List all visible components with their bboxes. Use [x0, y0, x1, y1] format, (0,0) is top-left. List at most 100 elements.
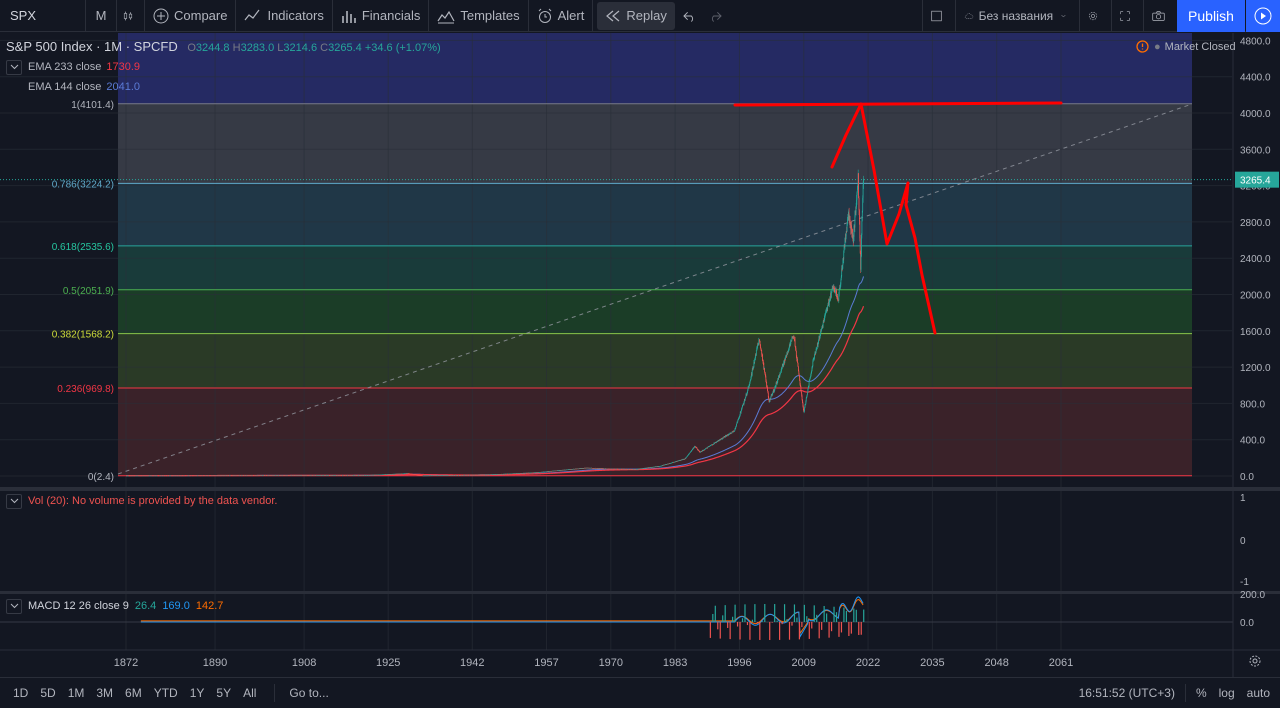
candle-body [762, 354, 763, 361]
auto-scale-toggle[interactable]: auto [1246, 686, 1270, 700]
candle-body [731, 433, 733, 434]
templates-button[interactable]: Templates [429, 0, 529, 32]
candle-body [485, 474, 487, 476]
candle-body [154, 475, 156, 477]
candle-body [660, 465, 662, 467]
candle-body [318, 475, 319, 476]
trend-line [117, 103, 1193, 475]
compare-button[interactable]: Compare [145, 0, 237, 32]
financials-button[interactable]: Financials [333, 0, 430, 32]
ema233-legend[interactable]: EMA 233 close 1730.9 [6, 59, 140, 75]
candle-body [421, 475, 423, 476]
candle-body [738, 417, 740, 420]
candle-body [610, 468, 612, 470]
collapse-legend-button[interactable] [6, 59, 22, 75]
replay-button[interactable]: Replay [597, 1, 675, 30]
settings-button[interactable] [1080, 0, 1112, 32]
candle-body [678, 460, 680, 461]
range-button-3m[interactable]: 3M [96, 686, 114, 700]
candle-body [694, 446, 696, 447]
candle-body [832, 288, 834, 290]
range-button-all[interactable]: All [243, 686, 257, 700]
ema144-legend[interactable]: EMA 144 close 2041.0 [28, 79, 140, 95]
candle-body [249, 475, 251, 476]
candle-body [575, 468, 577, 470]
candle-body [572, 468, 574, 470]
chart-type-button[interactable] [117, 0, 145, 32]
candle-body [344, 475, 345, 476]
collapse-volume-button[interactable] [6, 493, 22, 509]
candle-body [516, 473, 518, 474]
candle-body [773, 391, 775, 393]
candle-body [412, 473, 414, 475]
layout-name-button[interactable]: Без названия [956, 0, 1080, 32]
range-button-1m[interactable]: 1M [67, 686, 85, 700]
candle-body [619, 469, 620, 470]
layout-select-button[interactable] [922, 0, 956, 32]
range-button-1y[interactable]: 1Y [189, 686, 205, 700]
candle-body [159, 475, 161, 477]
candle-body [506, 473, 507, 475]
candle-body [743, 401, 745, 405]
range-button-1d[interactable]: 1D [13, 686, 29, 700]
candle-body [210, 475, 212, 477]
candle-body [242, 475, 244, 477]
range-button-5y[interactable]: 5Y [216, 686, 232, 700]
snapshot-button[interactable] [1144, 0, 1178, 32]
candle-body [354, 475, 356, 476]
range-button-6m[interactable]: 6M [125, 686, 142, 700]
candle-body [402, 473, 404, 475]
indicators-button[interactable]: Indicators [236, 0, 333, 32]
goto-button[interactable]: Go to... [274, 684, 329, 702]
fullscreen-button[interactable] [1112, 0, 1144, 32]
candle-body [555, 470, 557, 472]
candle-body [722, 437, 723, 439]
candle-body [810, 374, 812, 378]
candle-body [477, 474, 479, 476]
redo-button[interactable] [705, 0, 731, 32]
candle-body [389, 474, 390, 475]
candle-body [491, 474, 493, 476]
collapse-macd-button[interactable] [6, 598, 22, 614]
symbol-search-button[interactable]: SPX [0, 0, 86, 32]
candle-body [196, 475, 197, 477]
candle-body [743, 399, 745, 402]
play-button[interactable] [1246, 0, 1280, 32]
alert-button[interactable]: Alert [529, 0, 594, 32]
macd-histogram-bar [729, 622, 731, 640]
candle-body [311, 475, 313, 476]
macd-legend[interactable]: MACD 12 26 close 9 26.4 169.0 142.7 [6, 598, 223, 614]
macd-histogram-bar [751, 619, 754, 622]
candle-body [277, 475, 279, 476]
candle-body [468, 474, 470, 476]
chart-canvas[interactable]: 1(4101.4)0.786(3224.2)0.618(2535.6)0.5(2… [0, 33, 1280, 677]
range-button-ytd[interactable]: YTD [153, 686, 178, 700]
candle-body [572, 468, 574, 470]
candle-body [487, 474, 489, 476]
clock-display[interactable]: 16:51:52 (UTC+3) [1078, 686, 1175, 700]
publish-button[interactable]: Publish [1177, 0, 1245, 32]
percent-scale-toggle[interactable]: % [1195, 686, 1207, 700]
candle-body [622, 468, 624, 470]
undo-button[interactable] [679, 0, 705, 32]
candle-body [196, 475, 198, 477]
volume-tick-label: 1 [1240, 493, 1246, 504]
interval-button[interactable]: M [86, 0, 117, 32]
candle-body [473, 474, 475, 476]
axis-settings-icon[interactable] [1249, 655, 1261, 667]
volume-legend[interactable]: Vol (20): No volume is provided by the d… [6, 493, 277, 509]
candle-body [567, 469, 568, 471]
candle-body [215, 475, 216, 477]
candle-body [590, 467, 592, 469]
candle-body [829, 298, 831, 300]
candle-body [355, 475, 357, 476]
candle-body [640, 468, 642, 470]
candle-body [730, 433, 732, 434]
range-button-5d[interactable]: 5D [40, 686, 56, 700]
candle-body [390, 474, 392, 475]
log-scale-toggle[interactable]: log [1218, 686, 1235, 700]
candle-body [509, 473, 511, 475]
macd-histogram-bar [845, 610, 848, 622]
macd-plot [0, 596, 1233, 640]
candle-body [697, 449, 699, 451]
